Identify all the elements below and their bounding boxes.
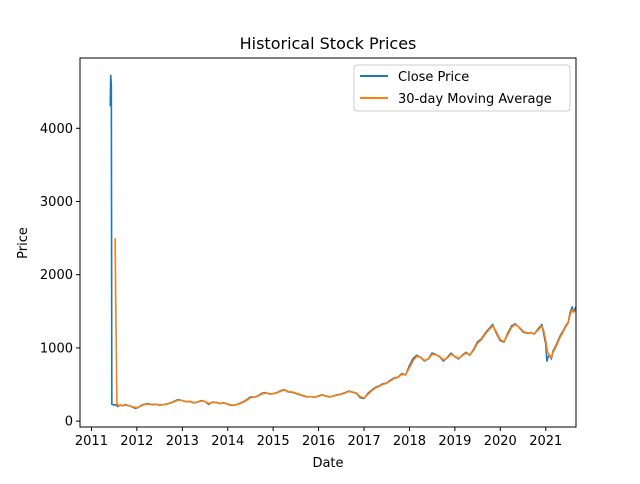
x-tick-label: 2021 — [529, 434, 562, 449]
y-tick-label: 3000 — [40, 195, 73, 210]
x-tick-label: 2012 — [120, 434, 153, 449]
y-axis-label: Price — [16, 227, 31, 259]
x-axis-ticks: 2011 2012 2013 2014 2015 2016 2017 2018 2019 2020… — [75, 427, 562, 449]
y-tick-label: 2000 — [40, 268, 73, 283]
y-tick-label: 1000 — [40, 341, 73, 356]
legend-label-moving-average: 30-day Moving Average — [398, 92, 552, 107]
x-tick-label: 2017 — [348, 434, 381, 449]
x-tick-label: 2011 — [75, 434, 108, 449]
chart-title: Historical Stock Prices — [240, 34, 417, 53]
series-group — [109, 74, 577, 410]
y-tick-label: 0 — [65, 415, 73, 430]
series-line-1 — [114, 238, 577, 409]
x-tick-label: 2014 — [211, 434, 244, 449]
legend-box — [353, 64, 571, 112]
plot-area — [79, 57, 577, 428]
x-tick-label: 2018 — [393, 434, 426, 449]
x-tick-label: 2015 — [257, 434, 290, 449]
x-tick-label: 2016 — [302, 434, 335, 449]
x-axis-label: Date — [312, 456, 343, 471]
plot-frame — [79, 57, 577, 428]
y-axis-ticks: 0 1000 2000 3000 4000 — [40, 122, 80, 430]
y-tick-label: 4000 — [40, 122, 73, 137]
legend-label-close-price: Close Price — [398, 70, 469, 85]
x-tick-label: 2020 — [484, 434, 517, 449]
legend: Close Price 30-day Moving Average — [353, 64, 571, 112]
x-tick-label: 2013 — [166, 434, 199, 449]
x-tick-label: 2019 — [438, 434, 471, 449]
